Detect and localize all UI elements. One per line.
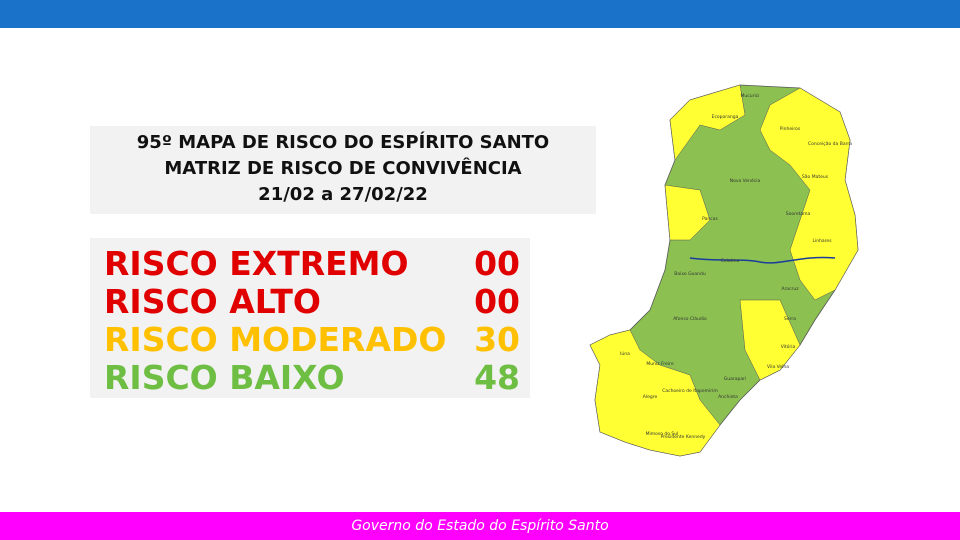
map-label: Iúna	[620, 350, 630, 357]
map-label: Anchieta	[718, 394, 738, 400]
risk-label: RISCO BAIXO	[104, 358, 345, 397]
title-line: 95º MAPA DE RISCO DO ESPÍRITO SANTO	[136, 132, 550, 153]
risk-row: RISCO EXTREMO 00	[104, 244, 520, 284]
map-label: Pancas	[702, 216, 718, 222]
risk-label: RISCO ALTO	[104, 282, 321, 321]
map-label: Vila Velha	[767, 364, 789, 370]
map-label: Mucurici	[741, 93, 760, 99]
risk-count: 30	[474, 320, 520, 359]
moderate-region	[739, 299, 801, 381]
moderate-region	[589, 329, 721, 457]
moderate-region	[669, 84, 746, 161]
risk-row: RISCO ALTO 00	[104, 282, 520, 322]
top-bar	[0, 0, 960, 28]
risk-count: 00	[474, 244, 520, 283]
risk-count: 48	[474, 358, 520, 397]
river	[689, 256, 836, 264]
map-label: São Mateus	[802, 174, 829, 180]
map-label: Cachoeiro de Itapemirim	[662, 388, 718, 394]
map: Mucurici Pinheiros Conceição da Barra São M…	[589, 84, 859, 457]
map-label: Ecoporanga	[712, 114, 739, 120]
risk-label: RISCO EXTREMO	[104, 244, 409, 283]
map-label: Linhares	[812, 238, 832, 244]
map-labels: Mucurici Pinheiros Conceição da Barra São M…	[620, 93, 852, 440]
map-label: Mimoso do Sul	[646, 431, 679, 437]
title-line: 21/02 a 27/02/22	[258, 184, 428, 205]
footer: Governo do Estado do Espírito Santo	[0, 512, 960, 540]
title-line: MATRIZ DE RISCO DE CONVIVÊNCIA	[164, 158, 522, 179]
map-label: Conceição da Barra	[808, 141, 852, 147]
map-label: Guarapari	[724, 376, 746, 382]
map-label: Baixo Guandu	[674, 271, 706, 277]
map-label: Afonso Cláudio	[673, 315, 707, 322]
map-label: Muniz Freire	[646, 361, 673, 367]
moderate-region	[664, 184, 711, 241]
map-label: Presidente Kennedy	[661, 434, 706, 440]
map-label: Serra	[784, 316, 796, 322]
risk-box: RISCO EXTREMO 00 RISCO ALTO 00 RISCO MODERAD…	[90, 238, 530, 398]
risk-row: RISCO BAIXO 48	[104, 358, 520, 398]
risk-count: 00	[474, 282, 520, 321]
risk-row: RISCO MODERADO 30	[104, 320, 520, 360]
map-label: Pinheiros	[780, 126, 801, 132]
map-label: Vitória	[781, 343, 796, 350]
map-label: Colatina	[721, 258, 740, 264]
map-label: Sooretama	[786, 211, 811, 217]
moderate-region	[759, 87, 859, 301]
map-label: Alegre	[643, 394, 658, 400]
map-label: Nova Venécia	[730, 177, 761, 184]
risk-label: RISCO MODERADO	[104, 320, 447, 359]
map-label: Aracruz	[781, 286, 799, 292]
title-box: 95º MAPA DE RISCO DO ESPÍRITO SANTO MATR…	[90, 126, 596, 214]
